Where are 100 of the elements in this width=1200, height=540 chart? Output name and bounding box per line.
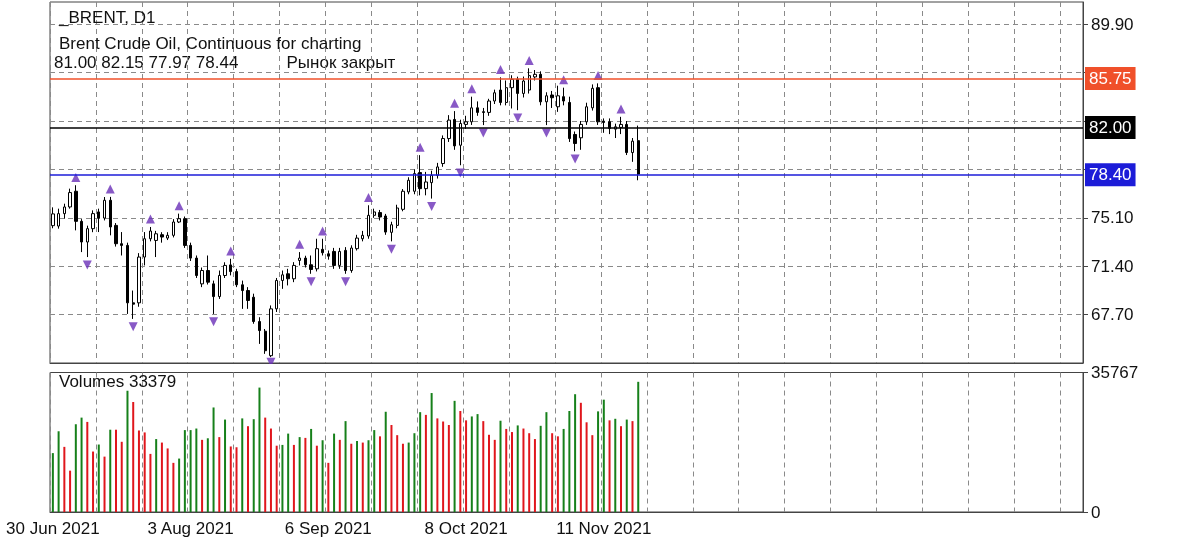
bar [465, 420, 468, 512]
bar [338, 439, 341, 512]
bar [246, 426, 249, 512]
bar [545, 412, 548, 512]
bar [453, 400, 456, 512]
bar [470, 416, 473, 512]
candlestick [258, 316, 261, 345]
bar [137, 430, 140, 512]
bar [505, 428, 508, 512]
bar [608, 420, 611, 512]
bar [551, 433, 554, 512]
bar [120, 441, 123, 512]
bar [401, 443, 404, 512]
candlestick [218, 270, 221, 300]
candlestick [631, 137, 634, 163]
bar [321, 440, 324, 512]
candlestick [212, 280, 215, 315]
candlestick [252, 293, 255, 325]
point [386, 244, 396, 254]
x-tick-label: 8 Oct 2021 [424, 519, 508, 538]
bar [166, 448, 169, 512]
bar [281, 444, 284, 512]
bar [499, 420, 502, 512]
point [295, 239, 305, 249]
bar [160, 442, 163, 512]
candlestick [235, 268, 238, 288]
candlestick [137, 252, 141, 308]
bar [602, 399, 605, 512]
bar [396, 435, 399, 512]
bar [579, 402, 582, 512]
bar [287, 433, 290, 512]
candlestick [195, 254, 198, 279]
candlestick [373, 208, 376, 219]
candlestick [183, 216, 187, 249]
bar [344, 421, 347, 512]
candlestick [482, 107, 485, 126]
bar [51, 453, 54, 512]
bar [178, 458, 181, 512]
bar [103, 456, 106, 512]
candlestick [241, 280, 244, 310]
bar [74, 424, 77, 512]
bar [212, 407, 215, 512]
candlestick [591, 83, 594, 112]
candlestick [539, 70, 542, 106]
candlestick [80, 218, 83, 253]
candlestick [298, 251, 301, 266]
candlestick [441, 134, 445, 168]
bar [310, 428, 313, 512]
candlestick [275, 277, 278, 313]
bar [258, 387, 261, 512]
bar [327, 462, 330, 512]
candlestick [384, 213, 387, 236]
candlestick [132, 290, 135, 320]
bar [292, 444, 295, 512]
candlestick [91, 209, 95, 233]
bar [574, 394, 577, 512]
bar [510, 432, 513, 512]
bar [333, 433, 336, 512]
candlestick [103, 196, 106, 221]
bar [356, 441, 359, 512]
bar [488, 434, 491, 512]
bar [252, 419, 255, 512]
bar [597, 411, 600, 512]
bar [407, 442, 410, 512]
candlestick [487, 98, 491, 117]
ref-line-label: 85.75 [1089, 69, 1132, 89]
bar [132, 402, 135, 512]
candlestick [321, 238, 324, 256]
candlestick [424, 171, 428, 196]
candlestick [522, 76, 525, 98]
candlestick [396, 204, 399, 229]
candlestick [286, 268, 290, 286]
candlestick [367, 204, 370, 240]
candlestick [200, 267, 204, 288]
candlestick [476, 100, 479, 117]
bar [390, 425, 393, 512]
candlestick [516, 76, 519, 111]
bar [447, 425, 450, 512]
candlestick [390, 221, 393, 242]
candlestick [596, 82, 600, 126]
candlestick [361, 230, 364, 242]
bar [533, 439, 536, 512]
bar [206, 438, 209, 512]
bar [442, 421, 445, 512]
candlestick [304, 255, 307, 269]
candlestick [499, 76, 502, 106]
x-tick-label: 11 Nov 2021 [556, 519, 652, 538]
point [524, 55, 534, 65]
point [82, 260, 92, 270]
candlestick [315, 238, 319, 272]
bar [361, 442, 364, 512]
candlestick [436, 162, 439, 180]
candlestick [430, 170, 433, 200]
bar [149, 453, 152, 512]
chart-title: Volumes 33379 [59, 372, 177, 391]
bar [298, 437, 301, 512]
candlestick [246, 286, 250, 310]
candlestick [120, 231, 123, 256]
point [209, 317, 219, 327]
candlestick [109, 196, 112, 236]
